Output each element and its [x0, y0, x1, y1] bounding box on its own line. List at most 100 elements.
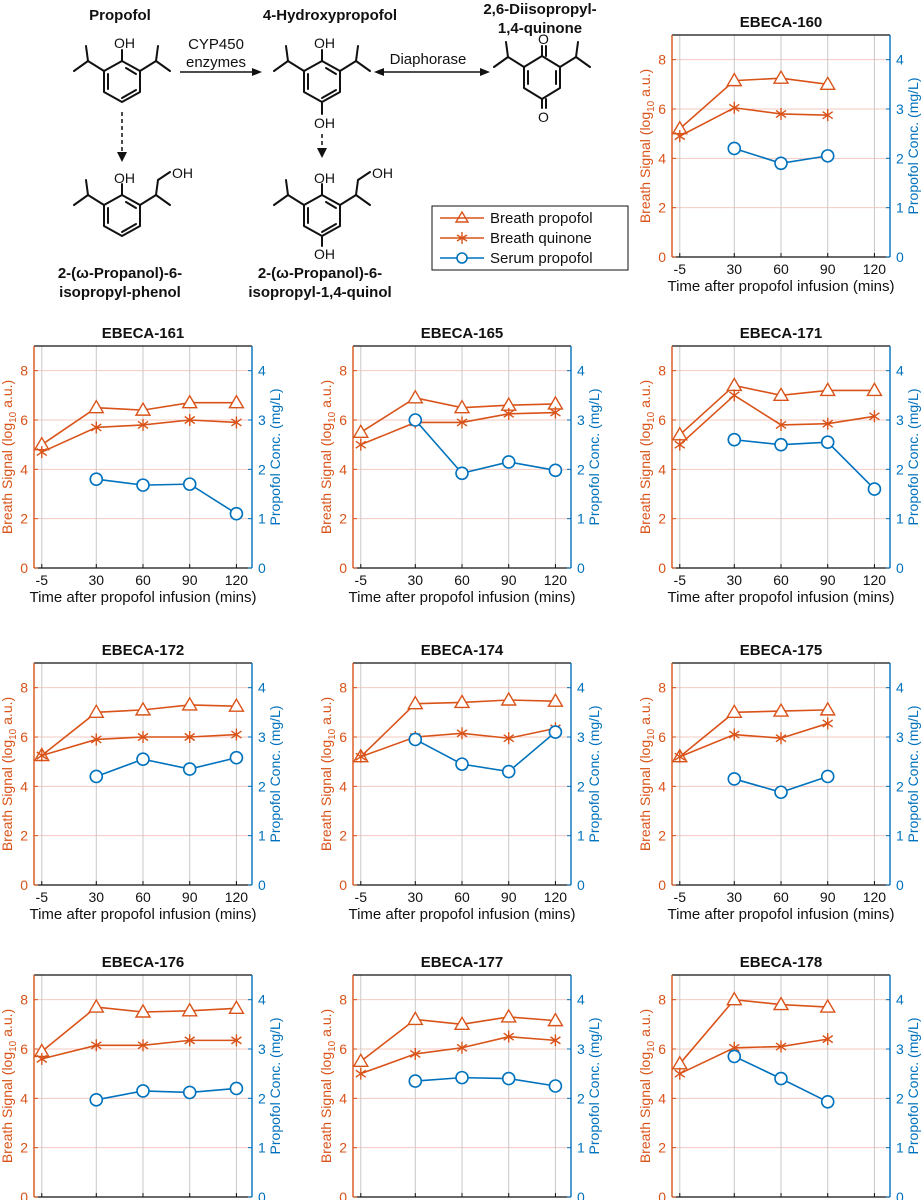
data-point-breath-quinone [355, 1067, 367, 1080]
y-right-tick-label: 3 [577, 1041, 585, 1057]
asterisk-stroke [355, 1069, 367, 1078]
y-right-tick-label: 0 [577, 560, 585, 576]
data-point-serum-propofol [501, 764, 516, 779]
data-point-breath-quinone [822, 109, 834, 122]
x-tick-label: 120 [863, 261, 887, 277]
data-point-breath-quinone [184, 731, 196, 743]
data-point-serum-propofol [408, 413, 423, 427]
propanol-phenol-name-line2: isopropyl-phenol [59, 284, 181, 301]
x-tick-label: 90 [820, 889, 836, 905]
data-point-breath-propofol [228, 999, 245, 1014]
y-left-tick-label: 6 [20, 1041, 28, 1057]
diaphorase-label: Diaphorase [390, 51, 467, 68]
data-point-breath-quinone [775, 418, 787, 431]
data-point-breath-propofol [453, 399, 471, 414]
data-point-breath-quinone [775, 1040, 787, 1053]
asterisk-stroke [550, 1036, 561, 1045]
data-point-serum-propofol [455, 1070, 469, 1085]
asterisk-stroke [36, 447, 48, 457]
y-right-tick-label: 3 [577, 729, 585, 745]
data-point-breath-quinone [137, 1039, 149, 1052]
data-point-breath-quinone [775, 107, 787, 120]
series-line-breath-quinone [679, 106, 828, 137]
data-point-breath-propofol [500, 691, 517, 706]
data-point-serum-propofol [136, 1084, 150, 1098]
data-point-breath-propofol [228, 697, 245, 712]
data-point-breath-quinone [728, 389, 740, 402]
x-tick-label: 120 [225, 572, 249, 588]
data-point-serum-propofol [455, 757, 469, 771]
data-point-serum-propofol [727, 141, 742, 156]
y-right-tick-label: 2 [896, 150, 904, 166]
y-right-tick-label: 4 [896, 52, 904, 68]
asterisk-stroke [184, 732, 196, 742]
y-right-tick-label: 4 [258, 992, 266, 1008]
y-left-tick-label: 2 [658, 828, 666, 844]
circle-marker-icon [456, 252, 468, 264]
chart-title: EBECA-177 [421, 954, 504, 971]
y-left-tick-label: 0 [20, 1189, 28, 1200]
asterisk-stroke [775, 109, 787, 119]
y-left-tick-label: 6 [658, 412, 666, 428]
data-point-breath-quinone [550, 1034, 561, 1047]
y-right-tick-label: 2 [258, 461, 266, 477]
data-point-breath-quinone [36, 749, 48, 762]
data-point-breath-propofol [181, 394, 198, 409]
data-point-breath-quinone [456, 1041, 468, 1054]
y-left-axis-label: Breath Signal (log10 a.u.) [637, 380, 657, 534]
y-right-tick-label: 2 [896, 778, 904, 794]
x-axis-label: Time after propofol infusion (mins) [348, 906, 575, 923]
asterisk-stroke [137, 1041, 149, 1050]
data-point-serum-propofol [182, 762, 197, 776]
y-right-tick-label: 2 [896, 461, 904, 477]
data-point-breath-propofol [726, 703, 743, 719]
data-point-serum-propofol [89, 472, 104, 487]
legend-label-serum-propofol: Serum propofol [490, 250, 593, 267]
y-left-tick-label: 4 [658, 1090, 666, 1106]
chart-title: EBECA-160 [740, 14, 823, 31]
data-point-breath-propofol [772, 69, 790, 84]
y-left-tick-label: 4 [339, 1090, 347, 1106]
y-left-tick-label: 2 [339, 828, 347, 844]
y-right-tick-label: 0 [258, 1189, 266, 1200]
y-right-tick-label: 0 [896, 1189, 904, 1200]
data-point-breath-quinone [674, 1067, 686, 1080]
data-point-breath-quinone [503, 732, 515, 745]
data-point-breath-quinone [822, 417, 834, 430]
data-point-breath-propofol [819, 75, 836, 91]
data-point-breath-propofol [407, 389, 424, 404]
y-left-tick-label: 0 [20, 560, 28, 576]
data-point-breath-propofol [819, 998, 836, 1013]
y-right-axis-label: Propofol Conc. (mg/L) [267, 706, 283, 843]
chart-ebeca-175: -5 30 60 90 120 0 2 4 6 8 0 1 2 3 4 EBECA-175 Time after… [637, 642, 921, 923]
x-tick-label: 90 [820, 572, 836, 588]
y-left-tick-label: 0 [658, 877, 666, 893]
asterisk-stroke [137, 420, 149, 430]
asterisk-stroke [728, 103, 740, 112]
data-point-serum-propofol [89, 769, 104, 784]
x-tick-label: -5 [36, 889, 49, 905]
series-line-serum-propofol [96, 478, 237, 515]
x-tick-label: -5 [674, 572, 687, 588]
data-point-breath-quinone [355, 750, 367, 763]
quinone-structure [493, 41, 591, 109]
quinone-o-top: O [538, 31, 549, 47]
series-line-breath-quinone [360, 411, 556, 446]
data-point-breath-quinone [355, 438, 367, 451]
y-right-tick-label: 1 [258, 1140, 266, 1156]
asterisk-stroke [456, 1043, 468, 1052]
y-left-tick-label: 4 [20, 778, 28, 794]
dashed-arrow-propofol [117, 112, 127, 162]
x-tick-label: 90 [182, 572, 198, 588]
asterisk-stroke [822, 419, 834, 428]
y-right-tick-label: 0 [577, 1189, 585, 1200]
x-tick-label: 30 [88, 572, 104, 588]
chart-title: EBECA-175 [740, 642, 823, 659]
y-left-tick-label: 2 [20, 828, 28, 844]
asterisk-stroke [822, 719, 834, 728]
y-right-axis-label: Propofol Conc. (mg/L) [905, 389, 921, 526]
propanol-phenol-oh: OH [114, 170, 135, 186]
y-right-tick-label: 3 [896, 729, 904, 745]
legend-item-breath-quinone: Breath quinone [440, 230, 592, 247]
asterisk-stroke [503, 1032, 515, 1041]
